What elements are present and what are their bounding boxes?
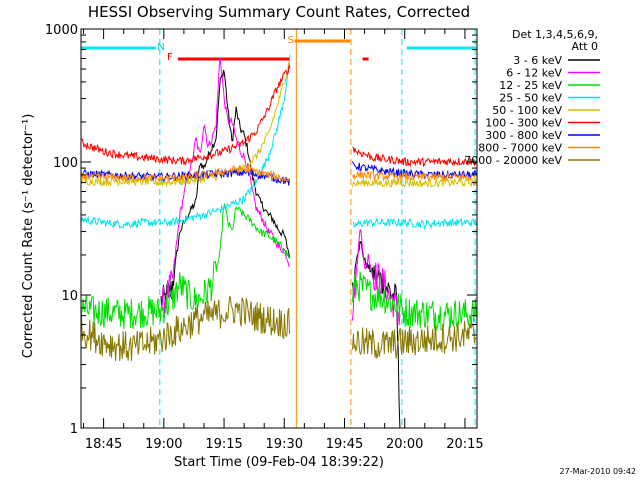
legend-header: Det 1,3,4,5,6,9, <box>512 28 598 41</box>
legend-entry-label: 800 - 7000 keV <box>478 142 562 155</box>
annotation-n: N <box>157 42 164 53</box>
series-line <box>81 54 291 229</box>
x-tick-label: 19:30 <box>266 437 303 452</box>
y-axis-label: Corrected Count Rate (s⁻¹ detector⁻¹) <box>21 114 36 359</box>
legend-entry-label: 3 - 6 keV <box>513 54 562 67</box>
series-line <box>81 59 291 188</box>
series-2 <box>160 57 401 326</box>
series-3 <box>81 203 477 332</box>
legend-entry-label: 50 - 100 keV <box>492 104 562 117</box>
series-4 <box>81 54 477 231</box>
y-tick-label: 1000 <box>45 23 78 38</box>
series-line <box>352 217 477 231</box>
series-line <box>352 146 477 168</box>
x-tick-label: 19:15 <box>205 437 242 452</box>
x-tick-label: 20:00 <box>386 437 423 452</box>
legend-entry-label: 300 - 800 keV <box>485 129 562 142</box>
series-9 <box>81 296 477 362</box>
y-tick-label: 1 <box>70 422 78 437</box>
series-line <box>352 271 477 332</box>
series-7 <box>81 161 477 186</box>
legend-header: Att 0 <box>572 40 598 53</box>
series-line <box>352 320 477 360</box>
legend-entry-label: 25 - 50 keV <box>499 92 562 105</box>
y-tick-label: 10 <box>61 289 78 304</box>
annotation-s: S <box>288 35 294 46</box>
series-line <box>160 57 290 316</box>
series-line <box>352 161 477 180</box>
series-line <box>81 164 290 184</box>
x-axis-label: Start Time (09-Feb-04 18:39:22) <box>174 455 384 470</box>
legend-entry-label: 6 - 12 keV <box>506 67 562 80</box>
chart-title: HESSI Observing Summary Count Rates, Cor… <box>88 3 470 21</box>
series-line <box>352 229 401 326</box>
y-tick-label: 100 <box>53 156 78 171</box>
plot-frame <box>80 28 478 429</box>
series-line <box>81 203 290 330</box>
x-tick-label: 20:15 <box>446 437 483 452</box>
series-line <box>81 64 291 167</box>
series-5 <box>81 59 477 189</box>
series-6 <box>81 64 477 168</box>
series-line <box>160 69 290 309</box>
plot-area: NF S 1 10 100 1000 18:45 19:00 19:15 19:30 19:45 20… <box>45 23 484 452</box>
legend-entry-label: 100 - 300 keV <box>485 117 562 130</box>
series-line <box>352 177 477 189</box>
series-line <box>81 168 290 186</box>
date-stamp: 27-Mar-2010 09:42 <box>560 467 637 476</box>
x-tick-label: 19:45 <box>326 437 363 452</box>
legend-entry-label: 7000 - 20000 keV <box>464 154 562 167</box>
x-tick-label: 18:45 <box>85 437 122 452</box>
series-8 <box>81 164 477 184</box>
x-tick-label: 19:00 <box>145 437 182 452</box>
annotation-f: F <box>167 52 173 63</box>
series-line <box>81 296 290 362</box>
series-line <box>352 170 477 183</box>
legend-entry-label: 12 - 25 keV <box>499 79 562 92</box>
